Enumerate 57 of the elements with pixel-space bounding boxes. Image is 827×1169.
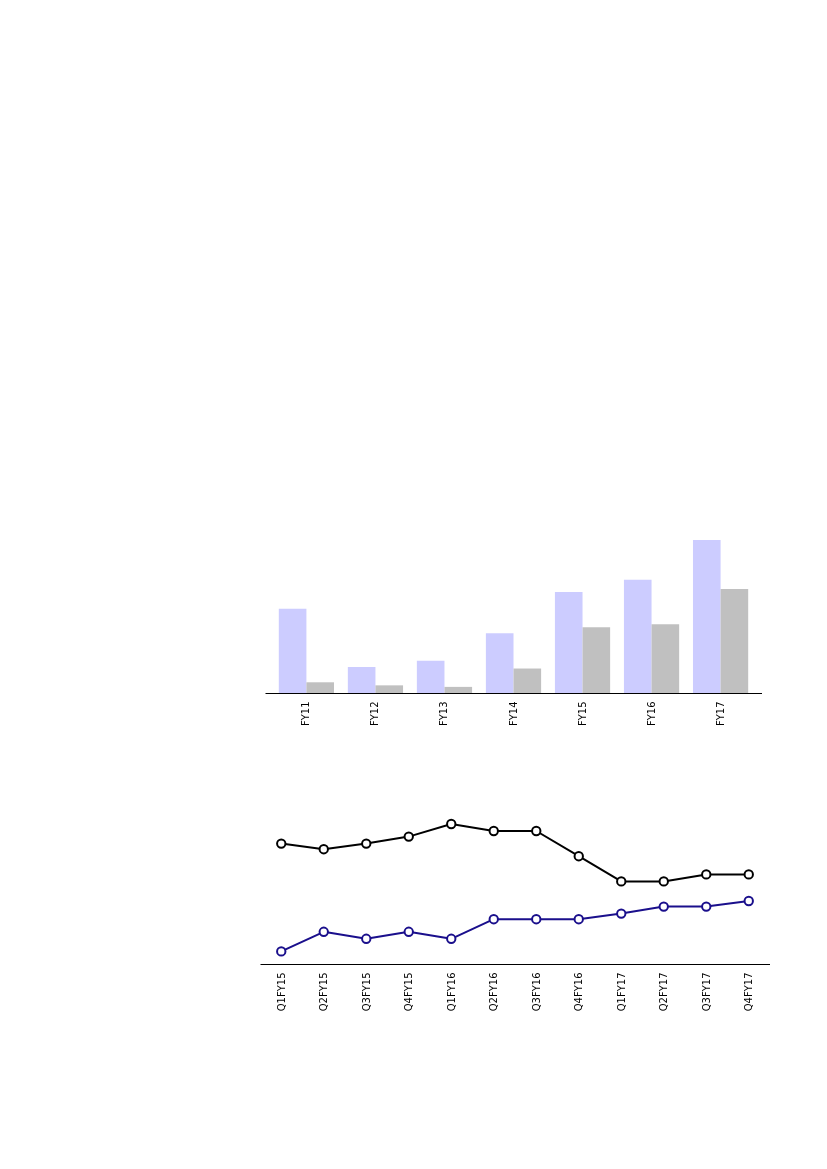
x-tick-label: Q4FY17 [743,972,755,1012]
bar [720,588,749,693]
point [361,838,372,849]
bar [444,686,473,693]
bar [513,668,542,693]
x-tick-label: FY14 [507,701,519,727]
point [361,933,372,944]
x-tick-label: Q2FY17 [658,972,670,1012]
bar [416,660,445,693]
bar [582,627,611,693]
x-tick-label: Q3FY15 [360,972,372,1012]
x-tick-label: FY11 [300,701,312,727]
point [701,869,712,880]
point [658,901,669,912]
bar [306,682,335,693]
bar [692,540,721,693]
point [403,926,414,937]
point [616,876,627,887]
bar [375,685,404,693]
point [446,933,457,944]
x-tick-label: Q1FY17 [615,972,627,1012]
point [403,831,414,842]
bar [651,624,680,693]
point [701,901,712,912]
x-tick-label: Q2FY15 [318,972,330,1012]
x-tick-label: FY16 [645,701,657,727]
x-tick-label: FY12 [369,701,381,727]
x-tick-label: FY13 [438,701,450,727]
point [318,926,329,937]
point [573,851,584,862]
x-tick-label: Q1FY16 [445,972,457,1012]
bar [485,633,514,693]
point [743,869,754,880]
bar [278,608,307,693]
point [318,844,329,855]
point [276,946,287,957]
point [658,876,669,887]
point [573,914,584,925]
x-tick-label: FY15 [576,701,588,727]
point [488,825,499,837]
x-tick-label: Q1FY15 [275,972,287,1012]
point [276,838,287,849]
bar [347,666,376,693]
point [446,818,457,830]
point [488,914,499,925]
x-tick-label: Q3FY17 [700,972,712,1012]
bar [623,579,652,693]
point [743,895,754,907]
x-tick-label: Q4FY16 [573,972,585,1012]
x-tick-label: FY17 [714,701,726,727]
x-tick-label: Q3FY16 [530,972,542,1012]
bar [554,592,583,693]
x-tick-label: Q2FY16 [488,972,500,1012]
point [531,914,542,925]
point [531,825,542,837]
point [616,908,627,919]
x-tick-label: Q4FY15 [403,972,415,1012]
